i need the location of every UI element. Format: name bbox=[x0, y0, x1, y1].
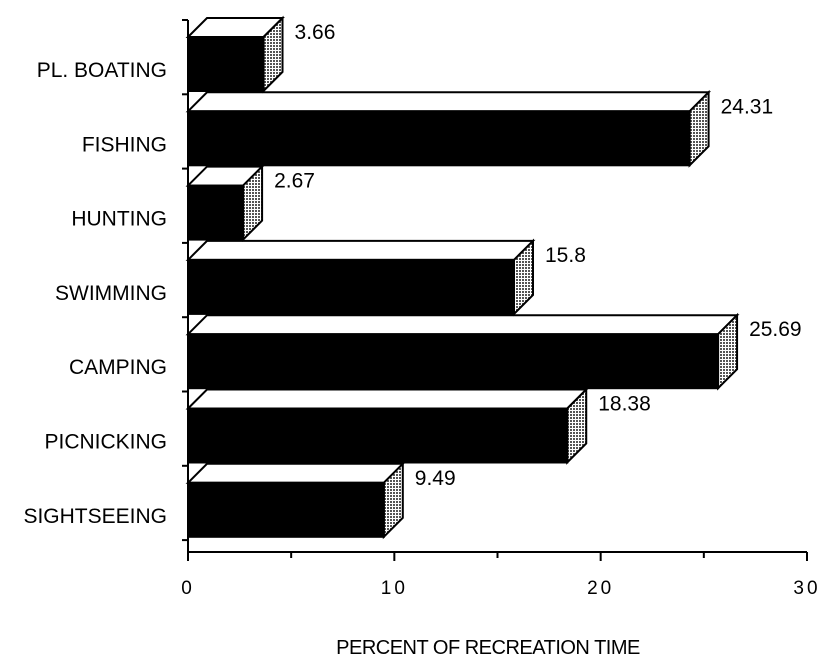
value-label: 24.31 bbox=[721, 95, 774, 118]
x-tick-label: 10 bbox=[381, 578, 408, 599]
x-tick-label: 0 bbox=[181, 578, 195, 599]
bar-top-face bbox=[185, 91, 712, 113]
bar bbox=[185, 312, 740, 391]
bar-front-face bbox=[187, 333, 720, 390]
bar bbox=[185, 238, 536, 317]
category-label: FISHING bbox=[82, 133, 167, 156]
bar-top-face bbox=[185, 239, 536, 261]
bar-front-face bbox=[187, 407, 569, 464]
category-label: HUNTING bbox=[71, 208, 167, 231]
bar-top-face bbox=[185, 462, 406, 484]
labels-layer: PL. BOATING 3.66 FISHING 24.31 HUNTING 2.67 SW… bbox=[23, 21, 801, 528]
value-label: 2.67 bbox=[274, 170, 315, 193]
value-label: 18.38 bbox=[598, 393, 651, 416]
category-label: SWIMMING bbox=[55, 282, 167, 305]
bar-front-face bbox=[187, 36, 265, 92]
bar-front-face bbox=[187, 110, 691, 167]
bar-front-face bbox=[187, 258, 516, 315]
value-label: 3.66 bbox=[295, 21, 336, 44]
bar-top-face bbox=[185, 388, 589, 410]
category-label: PL. BOATING bbox=[37, 59, 167, 82]
value-label: 9.49 bbox=[415, 467, 456, 490]
value-label: 25.69 bbox=[749, 318, 802, 341]
bar bbox=[185, 387, 589, 465]
bar-front-face bbox=[187, 184, 245, 241]
bar bbox=[185, 461, 406, 540]
bar bbox=[185, 15, 285, 94]
bar-top-face bbox=[185, 314, 740, 336]
category-label: SIGHTSEEING bbox=[23, 505, 167, 528]
x-tick-label: 20 bbox=[587, 578, 614, 599]
x-axis-title: PERCENT OF RECREATION TIME bbox=[336, 637, 640, 659]
x-tick-label: 30 bbox=[793, 578, 820, 599]
category-label: CAMPING bbox=[69, 356, 167, 379]
bar bbox=[185, 164, 265, 243]
value-label: 15.8 bbox=[545, 244, 586, 267]
category-label: PICNICKING bbox=[44, 431, 167, 454]
bars-layer bbox=[185, 15, 740, 540]
bar-front-face bbox=[187, 481, 385, 538]
bar bbox=[185, 89, 712, 168]
